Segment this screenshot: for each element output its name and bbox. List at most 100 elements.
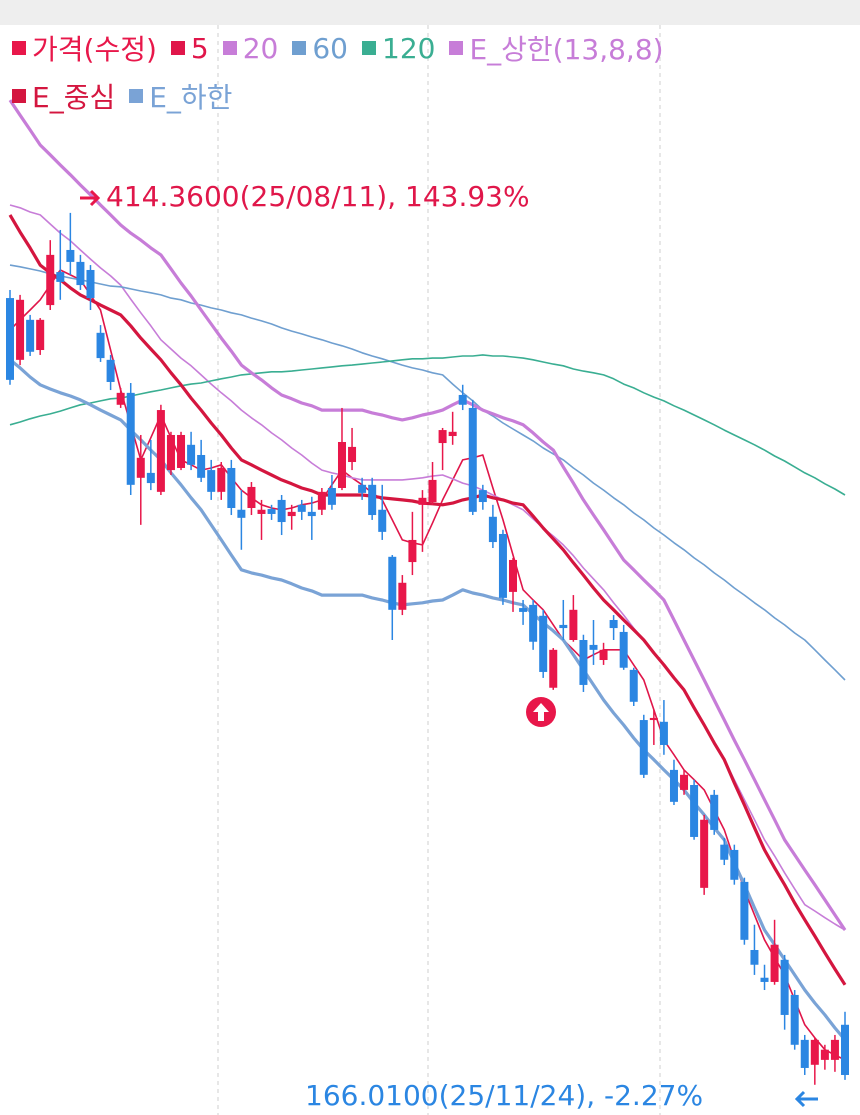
candle-body bbox=[106, 359, 115, 382]
legend-label: 60 bbox=[312, 31, 348, 65]
lines bbox=[8, 99, 847, 1061]
legend-label: 5 bbox=[190, 31, 209, 65]
legend-item: 20 bbox=[222, 28, 279, 68]
candle-body bbox=[348, 446, 357, 463]
candle-body bbox=[317, 491, 326, 510]
candle-body bbox=[609, 619, 618, 629]
legend-label: 120 bbox=[382, 31, 436, 65]
min-arrow bbox=[794, 1090, 818, 1108]
candle-body bbox=[247, 486, 256, 508]
legend-item: 5 bbox=[170, 28, 209, 68]
candle-body bbox=[428, 479, 437, 503]
candle-body bbox=[337, 441, 346, 488]
candle-body bbox=[76, 261, 85, 286]
legend-swatch bbox=[170, 41, 185, 55]
candle-body bbox=[358, 484, 367, 493]
candle-body bbox=[56, 272, 65, 282]
candle-body bbox=[810, 1039, 819, 1065]
legend-item: 120 bbox=[362, 28, 435, 68]
candle-body bbox=[830, 1039, 839, 1060]
candle-body bbox=[227, 467, 236, 508]
candle-body bbox=[589, 644, 598, 650]
candle-body bbox=[36, 319, 45, 351]
candle-body bbox=[327, 487, 336, 505]
legend: 가격(수정) 5 20 60 120 E_상한(13,8,8) bbox=[12, 28, 664, 68]
candle-body bbox=[26, 319, 35, 352]
candle-body bbox=[458, 394, 467, 405]
legend-item: E_하한 bbox=[129, 76, 232, 116]
candle-body bbox=[388, 556, 397, 610]
candle-body bbox=[448, 431, 457, 437]
candle-body bbox=[498, 533, 507, 598]
candle-body bbox=[177, 434, 186, 468]
candle-body bbox=[649, 717, 658, 721]
candle-body bbox=[217, 467, 226, 492]
candle-body bbox=[378, 509, 387, 532]
candle-body bbox=[96, 332, 105, 359]
legend-item: 가격(수정) bbox=[12, 28, 157, 68]
candle-body bbox=[307, 511, 316, 517]
legend-item: E_중심 bbox=[12, 76, 115, 116]
candle-body bbox=[86, 269, 95, 299]
legend-swatch bbox=[12, 41, 26, 55]
candle-body bbox=[639, 720, 648, 775]
candle-body bbox=[509, 559, 518, 592]
candle-body bbox=[599, 649, 608, 661]
candle-body bbox=[6, 298, 14, 380]
candle-body bbox=[136, 457, 145, 478]
candle-body bbox=[297, 504, 306, 512]
candle-body bbox=[700, 819, 709, 888]
candle-body bbox=[619, 631, 628, 668]
candle-body bbox=[237, 509, 246, 518]
candle-body bbox=[720, 844, 729, 860]
candle-body bbox=[730, 849, 739, 880]
max-arrow bbox=[80, 189, 101, 207]
candle-body bbox=[398, 582, 407, 610]
candle-body bbox=[116, 392, 125, 405]
signal-icon bbox=[526, 697, 556, 727]
candle-body bbox=[790, 994, 799, 1045]
candle-body bbox=[659, 721, 668, 745]
candle-body bbox=[680, 774, 689, 790]
candle-body bbox=[488, 516, 497, 543]
candle-body bbox=[187, 444, 196, 465]
series-line bbox=[9, 264, 846, 681]
legend-label: E_하한 bbox=[149, 81, 233, 114]
legend-label: 가격(수정) bbox=[32, 33, 157, 66]
candle-body bbox=[408, 539, 417, 563]
candle-body bbox=[519, 608, 528, 612]
legend-label: 20 bbox=[242, 31, 279, 65]
legend-swatch bbox=[222, 41, 237, 55]
candle-body bbox=[629, 669, 638, 702]
candle-body bbox=[126, 392, 135, 485]
candle-body bbox=[438, 430, 447, 444]
candle-body bbox=[690, 784, 699, 837]
top-bar bbox=[0, 0, 860, 25]
legend-swatch bbox=[449, 41, 464, 55]
candle-body bbox=[559, 624, 568, 629]
candle-body bbox=[166, 434, 175, 471]
legend-swatch bbox=[292, 41, 307, 55]
candle-body bbox=[750, 949, 759, 965]
candle-body bbox=[800, 1039, 809, 1068]
min-annotation: 166.0100(25/11/24), -2.27% bbox=[305, 1079, 703, 1112]
candle-body bbox=[257, 509, 266, 514]
candle-body bbox=[418, 497, 427, 505]
candle-body bbox=[760, 977, 769, 982]
legend-label: E_중심 bbox=[32, 81, 116, 114]
candle-body bbox=[579, 640, 588, 685]
candle-body bbox=[539, 615, 548, 672]
candle-body bbox=[669, 769, 678, 802]
series-line bbox=[9, 269, 846, 1061]
series-line bbox=[8, 358, 847, 1041]
candle-body bbox=[770, 944, 779, 982]
candle-body bbox=[16, 299, 25, 360]
legend: E_중심 E_하한 bbox=[12, 76, 232, 116]
candle-body bbox=[740, 881, 749, 940]
candle-body bbox=[549, 649, 558, 688]
candle-body bbox=[468, 407, 477, 512]
series-line bbox=[8, 214, 847, 986]
candles bbox=[6, 212, 849, 1085]
signal-arrow bbox=[533, 703, 549, 721]
